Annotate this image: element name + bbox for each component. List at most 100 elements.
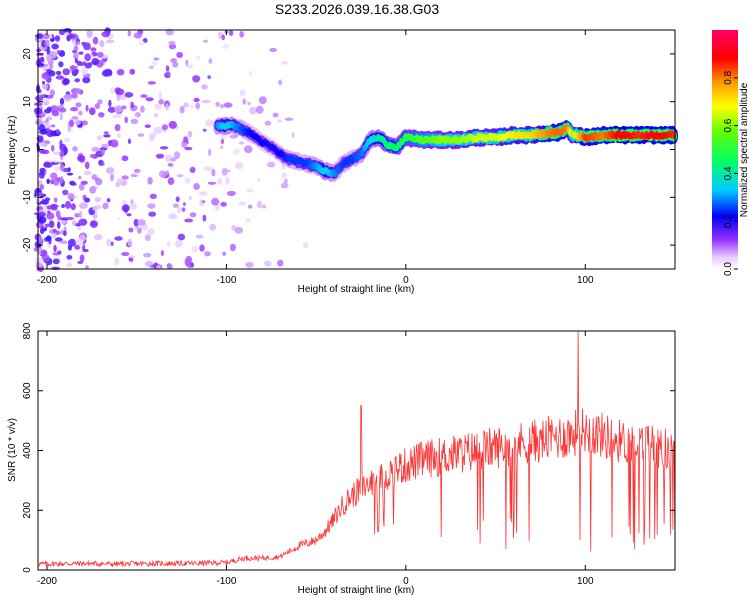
spectrogram-noise-blob [173, 151, 181, 160]
spectrogram-noise-blob [245, 261, 254, 268]
y-tick-label: 0 [22, 567, 33, 573]
spectrogram-noise-blob [204, 251, 211, 257]
spectrogram-noise-blob [137, 133, 145, 137]
y-tick-label: -10 [22, 190, 33, 205]
spectrogram-noise-blob [127, 30, 131, 37]
spectrogram-noise-blob [38, 124, 46, 132]
spectrogram-noise-blob [101, 31, 110, 38]
spectrogram-noise-blob [53, 178, 60, 186]
spectrogram-noise-blob [291, 132, 295, 138]
spectrogram-noise-blob [229, 134, 238, 139]
spectrogram-noise-blob [89, 186, 97, 194]
spectrogram-noise-blob [62, 68, 71, 76]
spectrogram-noise-blob [94, 103, 101, 110]
spectrogram-noise-blob [144, 234, 151, 242]
spectrogram-noise-blob [151, 60, 157, 67]
spectrogram-noise-blob [133, 168, 141, 174]
spectrogram-noise-blob [255, 105, 264, 114]
spectrogram-noise-blob [221, 34, 225, 41]
spectrogram-noise-blob [208, 148, 212, 156]
spectrogram-noise-blob [208, 58, 213, 64]
spectrogram-noise-blob [50, 144, 55, 152]
snr-x-label: Height of straight line (km) [298, 585, 415, 596]
spectrogram-noise-blob [78, 51, 84, 55]
spectrogram-noise-blob [96, 135, 103, 141]
spectrogram-noise-blob [264, 260, 272, 267]
spectrogram-noise-blob [63, 150, 67, 156]
spectrogram-noise-blob [196, 56, 200, 60]
spectrogram-noise-blob [189, 166, 196, 173]
spectrogram-noise-blob [107, 106, 116, 113]
spectrogram-noise-blob [149, 133, 155, 142]
spectrogram-noise-blob [144, 261, 154, 267]
colorbar-tick-label: 0.8 [723, 70, 734, 84]
spectrogram-noise-blob [245, 188, 254, 193]
spectrogram-noise-blob [58, 61, 64, 68]
spectrogram-noise-blob [63, 78, 70, 85]
y-tick-label: 800 [22, 322, 33, 339]
spectrogram-noise-blob [220, 133, 227, 140]
colorbar-tick-label: 0.2 [723, 214, 734, 228]
spectrogram-noise-blob [53, 159, 58, 163]
spectrogram-noise-blob [188, 196, 192, 201]
spectrogram-noise-blob [153, 126, 163, 134]
spectrogram-noise-blob [121, 204, 130, 213]
spectrogram-noise-blob [81, 41, 86, 46]
spectrogram-noise-blob [62, 189, 69, 196]
spectrogram-noise-blob [75, 102, 82, 108]
spectrogram-noise-blob [222, 251, 227, 256]
spectrogram-noise-blob [38, 142, 47, 147]
spectrogram-noise-blob [36, 52, 44, 57]
spectrogram-noise-blob [239, 31, 245, 38]
spectrogram-noise-blob [58, 161, 62, 165]
spectrogram-noise-blob [239, 89, 246, 96]
spectrogram-noise-blob [46, 69, 53, 73]
spectrogram-noise-blob [127, 138, 132, 145]
spectrogram-noise-blob [266, 161, 276, 168]
spectrogram-noise-blob [228, 30, 234, 36]
spectrogram-noise-blob [39, 167, 46, 173]
spectrogram-noise-blob [41, 112, 46, 118]
spectrogram-noise-blob [195, 234, 204, 239]
spectrogram-noise-blob [221, 167, 228, 176]
spectrogram-noise-blob [70, 107, 79, 112]
snr-line [37, 330, 676, 568]
spectrogram-noise-blob [147, 176, 153, 185]
spectrogram-noise-blob [160, 250, 164, 257]
spectrogram-noise-blob [121, 155, 129, 162]
spectrogram-noise-blob [121, 175, 129, 180]
spectrogram-noise-blob [174, 239, 183, 248]
spectrogram-noise-blob [120, 95, 127, 100]
spectrogram-noise-blob [181, 207, 186, 212]
spectrogram-noise-blob [257, 178, 261, 182]
spectrogram-noise-blob [203, 39, 209, 43]
snr-y-axis: 0 200 400 600 800 [22, 322, 675, 573]
spectrogram-noise-blob [130, 101, 134, 109]
spectrogram-noise-blob [59, 164, 65, 172]
spectrogram-noise-blob [80, 67, 89, 76]
x-tick-label: 100 [577, 275, 594, 286]
spectrogram-noise-blob [41, 80, 46, 85]
spectrogram-noise-blob [189, 104, 194, 109]
spectrogram-noise-blob [167, 263, 173, 270]
spectrogram-noise-blob [264, 120, 272, 126]
spectrogram-noise-blob [233, 148, 240, 155]
spectrogram-noise-blob [154, 113, 159, 118]
x-tick-label: -100 [216, 275, 236, 286]
spectrogram-noise-blob [225, 176, 230, 185]
spectrogram-noise-blob [217, 31, 223, 39]
spectrogram-noise-blob [229, 243, 236, 252]
spectrogram-noise-blob [220, 138, 224, 145]
spectrogram-noise-blob [114, 257, 119, 266]
spectrogram-noise-blob [147, 203, 156, 209]
spectrogram-noise-blob [98, 112, 105, 118]
spectrogram-noise-blob [156, 265, 162, 271]
spectrogram-noise-blob [34, 257, 44, 263]
spectrogram-noise-blob [64, 137, 71, 143]
spectrogram-noise-blob [281, 172, 287, 179]
spectrogram-noise-blob [72, 39, 77, 46]
spectrogram-noise-blob [110, 173, 114, 182]
x-tick-label: 0 [403, 275, 409, 286]
spectrogram-noise-blob [107, 70, 113, 76]
spectrogram-noise-blob [192, 75, 201, 83]
